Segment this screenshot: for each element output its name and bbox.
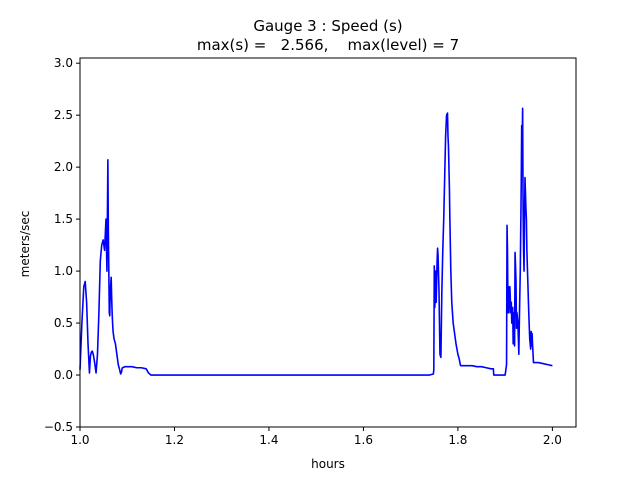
y-axis-label: meters/sec — [18, 211, 32, 278]
x-axis-label: hours — [311, 457, 345, 471]
x-tick-label-6: 2.0 — [543, 433, 562, 447]
y-tick-label-4: 1.0 — [54, 264, 73, 278]
plot-frame — [79, 57, 577, 428]
y-tick-label-1: −0.5 — [44, 420, 73, 434]
y-tick-label-3: 0.5 — [54, 316, 73, 330]
chart-subtitle: max(s) = 2.566, max(level) = 7 — [197, 36, 459, 54]
chart-title: Gauge 3 : Speed (s) — [253, 17, 402, 35]
y-tick-label-2: 0.0 — [54, 368, 73, 382]
x-tick-label-5: 1.8 — [448, 433, 467, 447]
y-tick-label-8: 3.0 — [54, 56, 73, 70]
x-tick-label-2: 1.2 — [165, 433, 184, 447]
x-tick-label-1: 1.0 — [70, 433, 89, 447]
y-tick-label-6: 2.0 — [54, 160, 73, 174]
y-tick-label-5: 1.5 — [54, 212, 73, 226]
y-tick-label-7: 2.5 — [54, 108, 73, 122]
x-tick-label-3: 1.4 — [259, 433, 278, 447]
series-line-1 — [79, 107, 553, 376]
plot-area: 1.0 1.2 1.4 1.6 1.8 2.0 −0.5 0.0 0.5 1.0 1.5 2.0 2.5… — [44, 56, 577, 447]
x-tick-label-4: 1.6 — [354, 433, 373, 447]
